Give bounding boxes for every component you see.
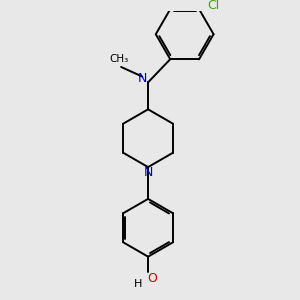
Text: N: N [138,72,147,85]
Text: CH₃: CH₃ [110,54,129,64]
Text: Cl: Cl [207,0,219,12]
Text: H: H [134,279,142,289]
Text: O: O [147,272,157,285]
Text: N: N [143,167,153,179]
